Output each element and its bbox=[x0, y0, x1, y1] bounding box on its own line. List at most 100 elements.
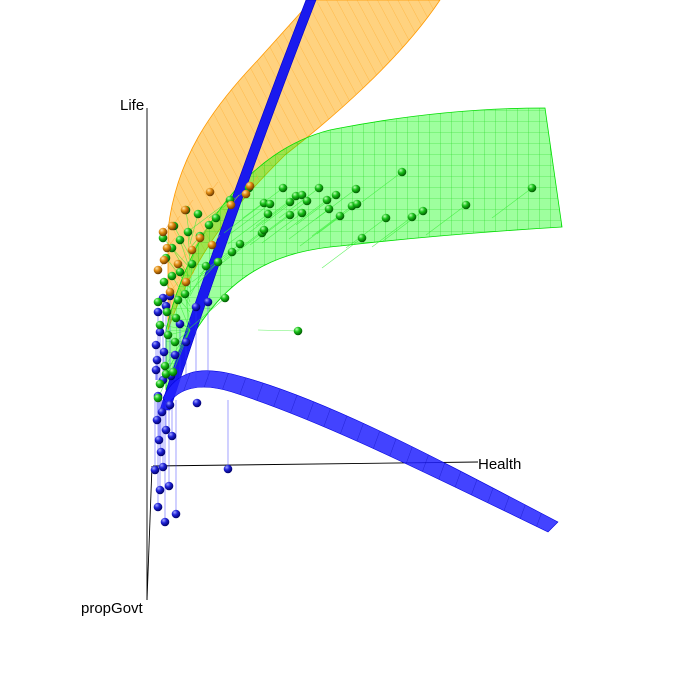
data-point bbox=[159, 277, 169, 287]
data-point bbox=[527, 183, 537, 193]
data-point bbox=[461, 200, 471, 210]
data-point bbox=[167, 221, 177, 231]
residual-line bbox=[179, 271, 191, 303]
data-point bbox=[331, 190, 341, 200]
data-point bbox=[418, 206, 428, 216]
data-point bbox=[187, 245, 197, 255]
data-point bbox=[164, 481, 174, 491]
data-point bbox=[158, 462, 168, 472]
data-point bbox=[226, 200, 236, 210]
data-point bbox=[181, 337, 191, 347]
data-point bbox=[153, 502, 163, 512]
data-point bbox=[159, 255, 169, 265]
data-point bbox=[322, 195, 332, 205]
data-point bbox=[152, 415, 162, 425]
data-point bbox=[168, 367, 178, 377]
residual-line bbox=[371, 216, 413, 248]
residual-line bbox=[345, 217, 387, 249]
green-surface bbox=[165, 107, 563, 391]
data-point bbox=[171, 509, 181, 519]
data-point bbox=[153, 265, 163, 275]
residual-line bbox=[162, 237, 191, 269]
data-point bbox=[192, 398, 202, 408]
z-axis-label: propGovt bbox=[81, 600, 144, 617]
residual-line bbox=[164, 329, 191, 367]
data-point bbox=[195, 233, 205, 243]
data-point bbox=[170, 350, 180, 360]
residual-line bbox=[221, 232, 263, 264]
data-point bbox=[407, 212, 417, 222]
residual-line bbox=[286, 199, 328, 231]
residual-line bbox=[425, 204, 467, 236]
data-point bbox=[159, 347, 169, 357]
data-point bbox=[204, 220, 214, 230]
data-point bbox=[381, 213, 391, 223]
data-point bbox=[175, 235, 185, 245]
axes: Life Health propGovt bbox=[81, 97, 521, 617]
data-point bbox=[187, 259, 197, 269]
data-point bbox=[156, 447, 166, 457]
data-point bbox=[205, 187, 215, 197]
data-point bbox=[158, 233, 168, 243]
data-point bbox=[180, 289, 190, 299]
data-point bbox=[297, 190, 307, 200]
data-point bbox=[175, 267, 185, 277]
data-point bbox=[235, 239, 245, 249]
y-axis-label: Life bbox=[120, 97, 144, 114]
data-point bbox=[161, 369, 171, 379]
data-point bbox=[162, 307, 172, 317]
x-axis-label: Health bbox=[478, 456, 521, 473]
data-point bbox=[193, 209, 203, 219]
data-point bbox=[314, 183, 324, 193]
data-point bbox=[152, 355, 162, 365]
data-point bbox=[351, 184, 361, 194]
data-point bbox=[211, 213, 221, 223]
data-point bbox=[155, 327, 165, 337]
residual-line bbox=[189, 199, 231, 231]
data-point bbox=[201, 261, 211, 271]
data-point bbox=[263, 209, 273, 219]
data-point bbox=[155, 320, 165, 330]
residual-line bbox=[189, 261, 219, 293]
data-point bbox=[397, 167, 407, 177]
data-point bbox=[191, 302, 201, 312]
residual-line bbox=[288, 208, 330, 240]
data-point bbox=[157, 407, 167, 417]
blue-lower-surface bbox=[162, 370, 559, 533]
residual-line bbox=[382, 210, 424, 242]
data-point bbox=[297, 208, 307, 218]
residual-line bbox=[189, 213, 199, 245]
data-point bbox=[335, 211, 345, 221]
data-points bbox=[150, 167, 537, 527]
data-point bbox=[278, 183, 288, 193]
data-point bbox=[324, 204, 334, 214]
data-point bbox=[173, 259, 183, 269]
depth-axis-line bbox=[146, 465, 153, 601]
data-point bbox=[207, 240, 217, 250]
residual-line bbox=[491, 187, 533, 219]
data-point bbox=[154, 435, 164, 445]
residual-line bbox=[223, 202, 265, 234]
data-point bbox=[227, 247, 237, 257]
data-point bbox=[302, 196, 312, 206]
data-point bbox=[158, 227, 168, 237]
residual-line bbox=[299, 215, 341, 247]
residual-line bbox=[172, 329, 191, 373]
data-point bbox=[357, 233, 367, 243]
data-point bbox=[220, 293, 230, 303]
residual-line bbox=[249, 214, 291, 246]
data-point bbox=[170, 337, 180, 347]
residual-line bbox=[321, 237, 363, 269]
surfaces bbox=[159, 0, 563, 533]
residual-line bbox=[189, 263, 193, 295]
data-point bbox=[285, 197, 295, 207]
data-point bbox=[165, 400, 175, 410]
data-point bbox=[153, 393, 163, 403]
data-point bbox=[241, 189, 251, 199]
data-point bbox=[151, 340, 161, 350]
residual-line bbox=[227, 213, 269, 245]
data-point bbox=[163, 330, 173, 340]
residual-line bbox=[159, 324, 191, 331]
data-point bbox=[183, 227, 193, 237]
residual-line bbox=[361, 171, 403, 203]
